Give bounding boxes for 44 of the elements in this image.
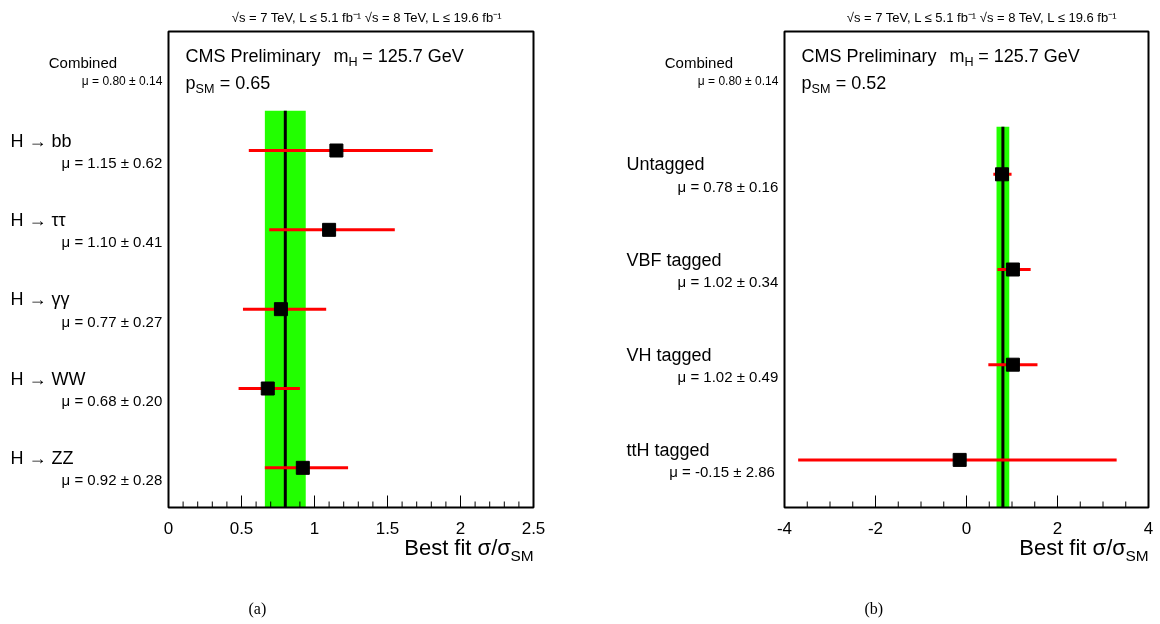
x-tick-label: -4	[776, 518, 793, 538]
data-label: μ = 1.15 ± 0.62	[61, 154, 163, 171]
x-tick-label: 1.5	[375, 518, 400, 538]
text: CMS Preliminary	[801, 45, 937, 66]
ref-line-label: Combined	[664, 54, 734, 71]
data-label: μ = 0.68 ± 0.20	[61, 392, 163, 409]
data-label: μ = 0.77 ± 0.27	[61, 312, 163, 330]
x-tick-label: 2	[455, 518, 466, 538]
data-label: μ = 0.78 ± 0.16	[677, 177, 779, 195]
point	[295, 460, 310, 475]
data-label: μ = 1.02 ± 0.49	[677, 368, 779, 386]
y-tick-label: H → ZZ	[10, 447, 74, 468]
x-tick-label: 4	[1143, 518, 1154, 538]
point	[273, 302, 288, 317]
y-tick-label: VBF tagged	[626, 249, 722, 270]
x-tick-label: 2	[1052, 518, 1063, 538]
x-tick-label: -2	[867, 518, 884, 538]
text: μ = 0.80 ± 0.14	[697, 73, 779, 88]
x-tick-label: 0	[163, 518, 174, 538]
text: (a)	[248, 600, 267, 618]
x-tick-label: 2.5	[521, 518, 546, 538]
text: CMS Preliminary	[185, 45, 321, 66]
x-tick-label: 1	[309, 518, 320, 538]
point	[329, 143, 344, 158]
y-tick-label: H → γγ	[10, 289, 70, 310]
data-label: μ = 1.10 ± 0.41	[61, 233, 163, 251]
y-tick-label: VH tagged	[626, 344, 712, 365]
point	[322, 222, 337, 237]
y-tick-label: H → bb	[10, 130, 72, 151]
x-tick-label: 0.5	[229, 518, 254, 538]
chart-title: √s = 7 TeV, L ≤ 5.1 fb⁻¹ √s = 8 TeV, L ≤ 19.6 fb⁻¹	[231, 10, 503, 25]
y-tick-label: H → WW	[10, 368, 86, 389]
x-tick-label: 0	[961, 518, 972, 538]
text: μ = 0.80 ± 0.14	[81, 73, 163, 88]
data-label: μ = 0.92 ± 0.28	[61, 471, 163, 489]
data-label: μ = -0.15 ± 2.86	[669, 463, 775, 481]
y-tick-label: H → ττ	[10, 209, 66, 230]
chart-title: √s = 7 TeV, L ≤ 5.1 fb⁻¹ √s = 8 TeV, L ≤ 19.6 fb⁻¹	[846, 10, 1118, 25]
y-tick-label: ttH tagged	[626, 439, 710, 460]
text: (b)	[864, 600, 884, 618]
ref-line-label: Combined	[48, 54, 118, 71]
y-tick-label: Untagged	[626, 154, 705, 175]
data-label: μ = 1.02 ± 0.34	[677, 273, 779, 290]
point	[260, 381, 275, 396]
